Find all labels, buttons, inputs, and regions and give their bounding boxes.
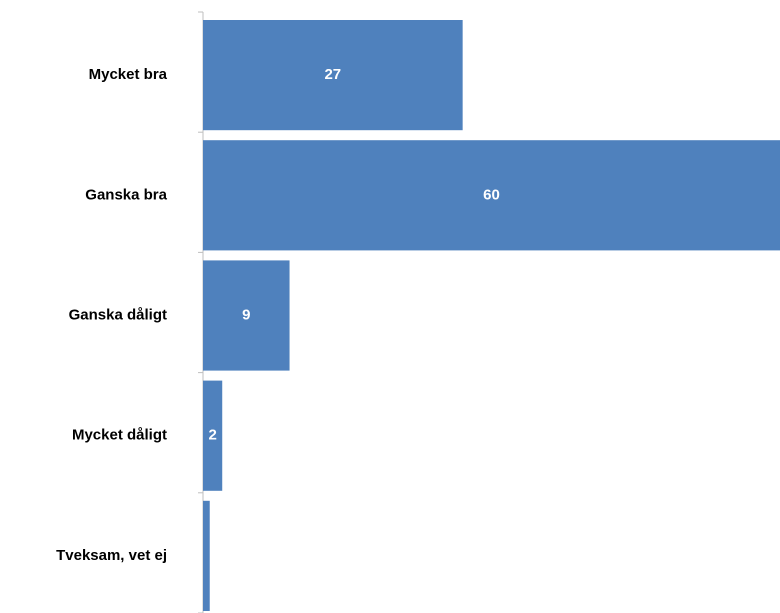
data-label: 9 [242,306,250,323]
y-tick-label: Ganska dåligt [69,306,167,323]
y-tick-label: Ganska bra [85,186,167,203]
bar [203,380,223,491]
data-label: 2 [208,427,216,444]
bar [203,140,780,251]
data-label: 27 [324,66,341,83]
y-tick-label: Tveksam, vet ej [56,547,167,564]
bar [203,260,290,371]
y-tick-label: Mycket bra [89,66,168,83]
data-label: 60 [483,186,500,203]
bar [203,500,210,611]
bar [203,20,463,131]
y-tick-label: Mycket dåligt [72,427,167,444]
